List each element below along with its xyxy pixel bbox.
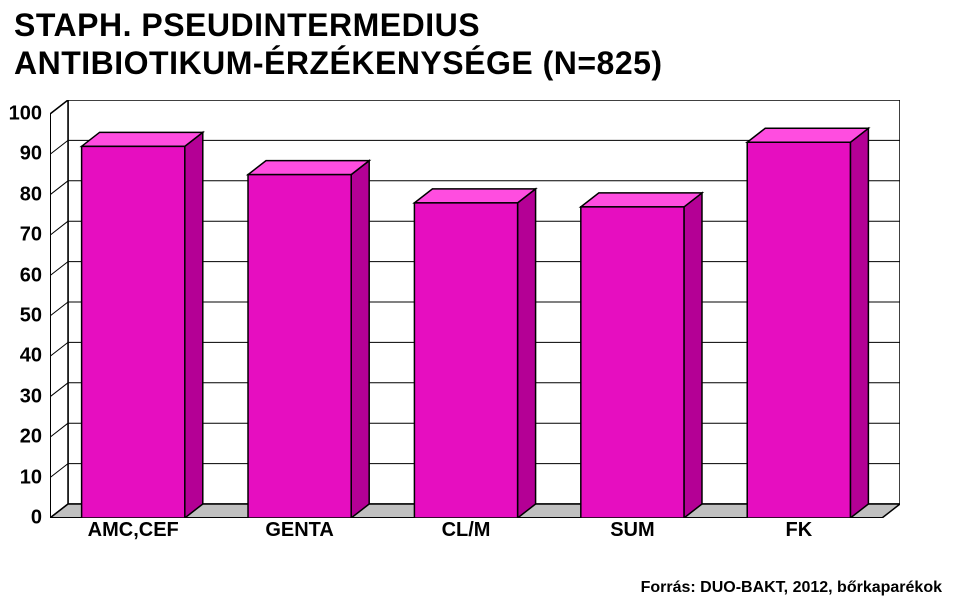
x-tick-label: FK <box>716 519 882 545</box>
plot-region <box>50 100 900 518</box>
y-tick-label: 30 <box>0 385 42 408</box>
bar-cl-m <box>414 189 535 518</box>
y-tick-label: 90 <box>0 143 42 166</box>
bar-genta <box>248 161 369 518</box>
chart-area: 0102030405060708090100 AMC,CEFGENTACL/MS… <box>50 100 900 543</box>
bar-fk <box>747 128 868 518</box>
source-note: Forrás: DUO-BAKT, 2012, bőrkaparékok <box>641 579 942 597</box>
title-line-2: ANTIBIOTIKUM-ÉRZÉKENYSÉGE (N=825) <box>14 45 663 81</box>
y-tick-label: 80 <box>0 183 42 206</box>
y-tick-label: 40 <box>0 345 42 368</box>
y-tick-label: 100 <box>0 103 42 126</box>
y-tick-label: 60 <box>0 264 42 287</box>
x-tick-label: AMC,CEF <box>50 519 216 545</box>
bar-chart-svg <box>50 100 900 518</box>
x-tick-label: CL/M <box>383 519 549 545</box>
y-tick-label: 70 <box>0 224 42 247</box>
slide-root: { "title_line1": "STAPH. PSEUDINTERMEDIU… <box>0 0 960 603</box>
y-tick-label: 0 <box>0 507 42 530</box>
y-tick-label: 10 <box>0 466 42 489</box>
y-tick-label: 20 <box>0 426 42 449</box>
x-tick-label: SUM <box>549 519 715 545</box>
page-title: STAPH. PSEUDINTERMEDIUS ANTIBIOTIKUM-ÉRZ… <box>0 6 960 82</box>
bar-sum <box>581 193 702 518</box>
y-axis: 0102030405060708090100 <box>4 100 46 518</box>
bar-amc-cef <box>82 132 203 518</box>
x-tick-label: GENTA <box>216 519 382 545</box>
x-axis-labels: AMC,CEFGENTACL/MSUMFK <box>50 519 900 545</box>
title-line-1: STAPH. PSEUDINTERMEDIUS <box>14 7 480 43</box>
y-tick-label: 50 <box>0 305 42 328</box>
